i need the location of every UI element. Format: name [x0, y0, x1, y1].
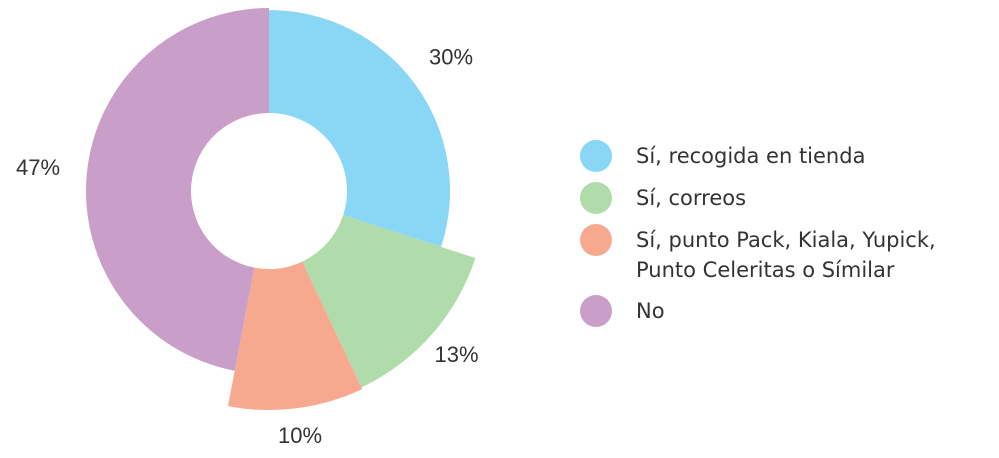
legend-swatch — [580, 140, 612, 172]
legend-swatch — [580, 182, 612, 214]
legend-label: Sí, correos — [636, 186, 747, 210]
pie-slice — [227, 261, 363, 410]
legend: Sí, recogida en tienda Sí, correos Sí, pun… — [580, 140, 990, 337]
pie-chart: 30% 13% 10% 47% — [16, 8, 479, 448]
value-label: 13% — [435, 342, 479, 367]
legend-label: Sí, punto Pack, Kiala, Yupick, Punto Cel… — [636, 228, 936, 282]
pie-slice — [302, 215, 476, 388]
legend-item: Sí, correos — [580, 182, 990, 214]
legend-swatch — [580, 295, 612, 327]
legend-label: No — [636, 299, 665, 323]
value-label: 10% — [278, 423, 322, 448]
legend-label: Sí, recogida en tienda — [636, 144, 866, 168]
legend-item: Sí, punto Pack, Kiala, Yupick, Punto Cel… — [580, 224, 990, 285]
legend-item: Sí, recogida en tienda — [580, 140, 990, 172]
value-label: 47% — [16, 155, 60, 180]
legend-swatch — [580, 224, 612, 256]
value-label: 30% — [429, 45, 473, 70]
legend-item: No — [580, 295, 990, 327]
pie-slice — [85, 8, 269, 371]
pie-slice — [269, 10, 450, 247]
